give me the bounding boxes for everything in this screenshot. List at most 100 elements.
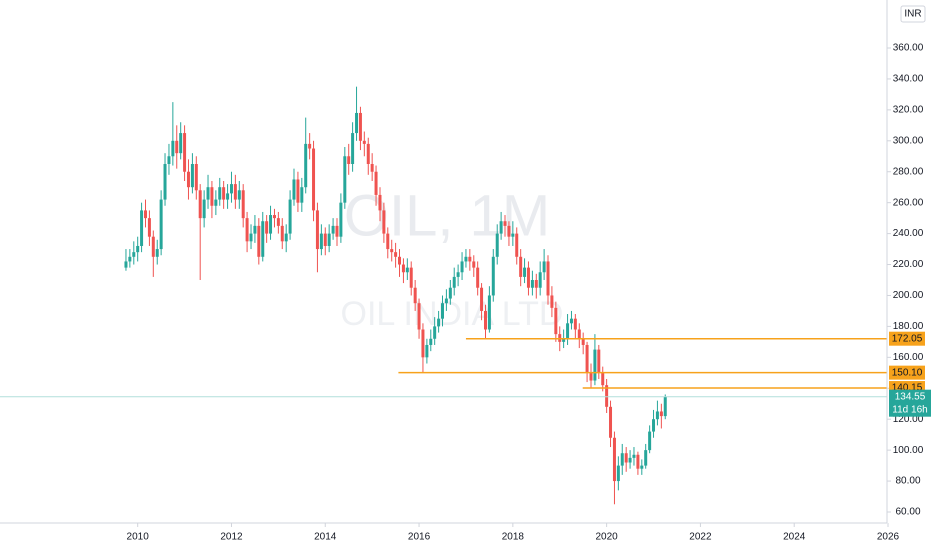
y-tick-label: 260.00 — [893, 197, 924, 208]
candle-body — [370, 164, 374, 172]
candle-body — [628, 457, 632, 463]
candle-body — [437, 318, 441, 327]
price-axis — [887, 0, 932, 550]
candle-body — [636, 454, 640, 469]
candle-body — [585, 344, 589, 373]
candle-body — [546, 261, 550, 296]
candle-body — [652, 419, 656, 432]
candle-body — [147, 218, 151, 237]
candle-body — [632, 454, 636, 458]
last-price-label: 134.55 — [895, 391, 926, 402]
candle-body — [355, 112, 359, 134]
currency-label[interactable]: INR — [904, 9, 921, 20]
last-price-box — [889, 389, 931, 417]
candle-body — [663, 396, 667, 417]
x-tick-label: 2020 — [596, 532, 619, 543]
level-price-box — [889, 365, 925, 380]
candle-body — [468, 256, 472, 262]
y-tick-label: 280.00 — [893, 166, 924, 177]
candle-body — [300, 187, 304, 203]
candle-body — [237, 190, 241, 200]
candle-body — [624, 453, 628, 463]
candle-body — [550, 295, 554, 308]
candle-body — [261, 221, 265, 257]
candle-body — [347, 156, 351, 164]
candle-body — [198, 190, 202, 219]
candle-body — [132, 252, 136, 257]
y-tick-label: 100.00 — [893, 445, 924, 456]
y-tick-label: 240.00 — [893, 228, 924, 239]
y-tick-label: 220.00 — [893, 259, 924, 270]
candle-body — [605, 385, 609, 407]
x-tick-label: 2022 — [689, 532, 712, 543]
candle-body — [155, 249, 159, 257]
y-tick-label: 360.00 — [893, 43, 924, 54]
candle-body — [272, 215, 276, 219]
candle-body — [581, 338, 585, 345]
candle-body — [163, 164, 167, 200]
candle-body — [229, 184, 233, 194]
candle-body — [589, 372, 593, 381]
candle-body — [444, 298, 448, 304]
candle-body — [128, 256, 132, 262]
candle-body — [382, 210, 386, 234]
candle-body — [487, 295, 491, 330]
candle-body — [640, 465, 644, 469]
candle-body — [394, 252, 398, 257]
candle-body — [292, 179, 296, 200]
candle-body — [167, 156, 171, 164]
candle-body — [476, 267, 480, 288]
candle-body — [194, 164, 198, 191]
x-tick-label: 2016 — [408, 532, 431, 543]
candle-body — [183, 133, 187, 172]
candle-body — [456, 272, 460, 277]
candle-body — [542, 261, 546, 273]
candle-body — [284, 233, 288, 242]
candle-body — [222, 187, 226, 200]
candle-body — [159, 199, 163, 250]
x-tick-label: 2018 — [502, 532, 525, 543]
y-tick-label: 160.00 — [893, 352, 924, 363]
candle-body — [331, 225, 335, 234]
candle-body — [136, 245, 140, 253]
currency-box[interactable] — [900, 5, 926, 23]
candle-body — [233, 184, 237, 200]
time-axis — [0, 523, 932, 550]
candle-body — [366, 143, 370, 164]
candle-body — [296, 179, 300, 203]
candle-body — [257, 225, 261, 257]
plot-area — [0, 86, 887, 505]
candle-body — [433, 326, 437, 339]
candle-body — [210, 187, 214, 206]
y-tick-label: 120.00 — [893, 414, 924, 425]
candle-body — [448, 287, 452, 299]
candle-body — [534, 280, 538, 288]
candle-body — [214, 199, 218, 206]
level-price-label: 172.05 — [892, 333, 923, 344]
candle-body — [386, 233, 390, 250]
candle-body — [358, 112, 362, 141]
candle-body — [659, 411, 663, 417]
candle-body — [526, 267, 530, 288]
candle-body — [495, 233, 499, 257]
candle-body — [429, 338, 433, 345]
candle-body — [140, 210, 144, 246]
candle-body — [601, 372, 605, 386]
candle-body — [327, 233, 331, 246]
x-tick-label: 2026 — [877, 532, 900, 543]
candle-body — [175, 140, 179, 154]
candle-body — [319, 233, 323, 250]
x-tick-label: 2012 — [220, 532, 243, 543]
candle-body — [511, 233, 515, 237]
watermark-name: OIL INDIA LTD — [341, 295, 564, 333]
y-tick-label: 60.00 — [895, 507, 920, 518]
candle-body — [573, 318, 577, 330]
candle-body — [241, 190, 245, 219]
candle-body — [401, 264, 405, 273]
candle-body — [452, 276, 456, 288]
candle-body — [538, 272, 542, 288]
candle-body — [644, 450, 648, 466]
